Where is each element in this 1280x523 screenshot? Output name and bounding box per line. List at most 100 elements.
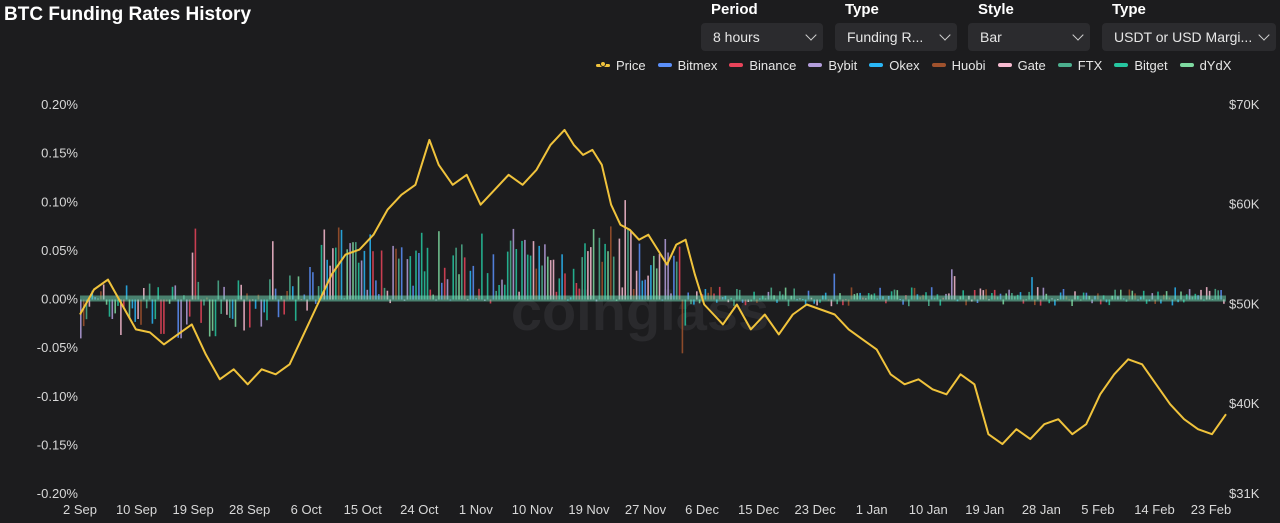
legend-item-ftx[interactable]: FTX	[1057, 58, 1102, 73]
legend-swatch	[729, 63, 744, 67]
funding-rate-bar	[211, 299, 214, 331]
y-right-tick-label: $70K	[1229, 97, 1260, 112]
funding-rate-bar	[458, 274, 460, 300]
style-select[interactable]: Bar	[968, 23, 1090, 51]
funding-rate-bar	[128, 299, 131, 319]
funding-rate-bar	[134, 299, 136, 322]
funding-rate-bar	[641, 280, 644, 300]
x-tick-label: 19 Sep	[172, 502, 213, 517]
x-tick-label: 24 Oct	[400, 502, 439, 517]
legend-item-bitmex[interactable]: Bitmex	[657, 58, 717, 73]
funding-rate-bar	[1120, 289, 1122, 300]
funding-rate-bar	[504, 284, 506, 300]
x-tick-label: 23 Dec	[795, 502, 837, 517]
funding-rate-bar	[415, 250, 417, 300]
funding-rate-bar	[575, 283, 578, 300]
funding-rate-bar	[226, 299, 228, 315]
funding-rate-bar	[890, 291, 893, 300]
funding-rate-bar	[1114, 289, 1116, 300]
y-left-tick-label: -0.10%	[37, 389, 79, 404]
funding-rate-bar	[495, 290, 497, 300]
funding-rate-bar	[509, 240, 512, 300]
funding-rate-bar	[82, 299, 85, 327]
funding-rate-bar	[125, 285, 128, 300]
legend-item-gate[interactable]: Gate	[997, 58, 1046, 73]
funding-rate-bar	[930, 287, 933, 300]
funding-rate-bar	[893, 289, 896, 300]
funding-rate-bar	[804, 299, 807, 307]
funding-rate-bar	[289, 275, 291, 300]
funding-rate-bar	[486, 273, 489, 300]
y-left-tick-label: -0.20%	[37, 486, 79, 501]
legend-item-huobi[interactable]: Huobi	[931, 57, 986, 73]
y-left-tick-label: 0.10%	[41, 194, 78, 209]
funding-rate-bar	[1034, 299, 1036, 306]
funding-rate-bar	[223, 286, 225, 300]
funding-rate-bar	[879, 287, 881, 300]
margin-type-select[interactable]: USDT or USD Margi...	[1102, 23, 1276, 51]
legend-item-price[interactable]: Price	[596, 58, 646, 73]
legend-item-binance[interactable]: Binance	[729, 58, 796, 73]
y-right-tick-label: $40K	[1229, 396, 1260, 411]
chart-legend: Price Bitmex Binance Bybit Okex Huobi Gate FTX B…	[596, 56, 1243, 74]
funding-rate-bar	[197, 281, 200, 300]
legend-item-bitget[interactable]: Bitget	[1114, 58, 1168, 73]
funding-rate-bar	[340, 229, 343, 300]
funding-rate-bar	[718, 286, 721, 300]
funding-rate-bar	[177, 299, 179, 338]
funding-rate-bar	[194, 228, 197, 300]
type-select[interactable]: Funding R...	[835, 23, 957, 51]
funding-rate-bar	[186, 299, 188, 325]
funding-rate-bar	[320, 244, 323, 300]
funding-rate-bar	[607, 251, 609, 300]
funding-rate-bar	[191, 252, 194, 300]
funding-rate-bar	[1008, 289, 1010, 300]
funding-rate-bar	[638, 243, 641, 300]
legend-item-okex[interactable]: Okex	[869, 58, 920, 73]
baseline-band	[80, 295, 1226, 302]
funding-rate-bar	[409, 256, 412, 300]
period-select[interactable]: 8 hours	[701, 23, 823, 51]
funding-rate-bar	[512, 228, 515, 300]
funding-rate-bar	[549, 260, 552, 300]
funding-rate-bar	[813, 299, 815, 304]
funding-rate-bar	[229, 299, 231, 318]
period-label: Period	[711, 1, 758, 18]
funding-rate-bar	[1165, 291, 1168, 300]
funding-rate-bar	[561, 254, 563, 300]
funding-rate-bar	[423, 271, 426, 300]
funding-rate-bar	[208, 299, 211, 337]
y-left-tick-label: 0.20%	[41, 97, 78, 112]
funding-rate-bar	[346, 249, 348, 300]
x-tick-label: 5 Feb	[1081, 502, 1114, 517]
funding-rate-bar	[372, 251, 374, 300]
funding-rate-bar	[667, 252, 669, 300]
funding-rate-bar	[610, 226, 612, 300]
funding-rate-bar	[234, 299, 237, 327]
funding-rate-bar	[220, 299, 222, 314]
funding-rate-bar	[398, 258, 400, 300]
funding-rate-bar	[154, 299, 157, 320]
funding-rate-bar	[532, 241, 535, 300]
funding-rate-bar	[363, 250, 366, 300]
funding-rate-bar	[612, 256, 615, 300]
funding-rate-bar	[272, 241, 274, 300]
legend-label: Huobi	[951, 57, 986, 73]
funding-rate-bar	[587, 251, 589, 300]
funding-rate-bar	[380, 250, 383, 300]
funding-rate-bar	[604, 243, 606, 300]
funding-rate-bar	[455, 247, 457, 300]
funding-rate-bar	[329, 265, 331, 300]
y-left-tick-label: 0.15%	[41, 146, 78, 161]
legend-item-bybit[interactable]: Bybit	[808, 58, 857, 73]
funding-rate-bar	[953, 276, 956, 300]
funding-rate-bar	[91, 290, 94, 300]
funding-rate-bar	[655, 268, 658, 300]
funding-rate-bar	[696, 291, 698, 300]
funding-rate-bar	[294, 299, 297, 321]
funding-rate-bar	[412, 285, 414, 300]
funding-rate-bar	[1220, 290, 1222, 300]
funding-rate-bar	[1031, 277, 1033, 300]
legend-item-dydx[interactable]: dYdX	[1179, 58, 1231, 73]
funding-rate-bar	[521, 240, 523, 300]
